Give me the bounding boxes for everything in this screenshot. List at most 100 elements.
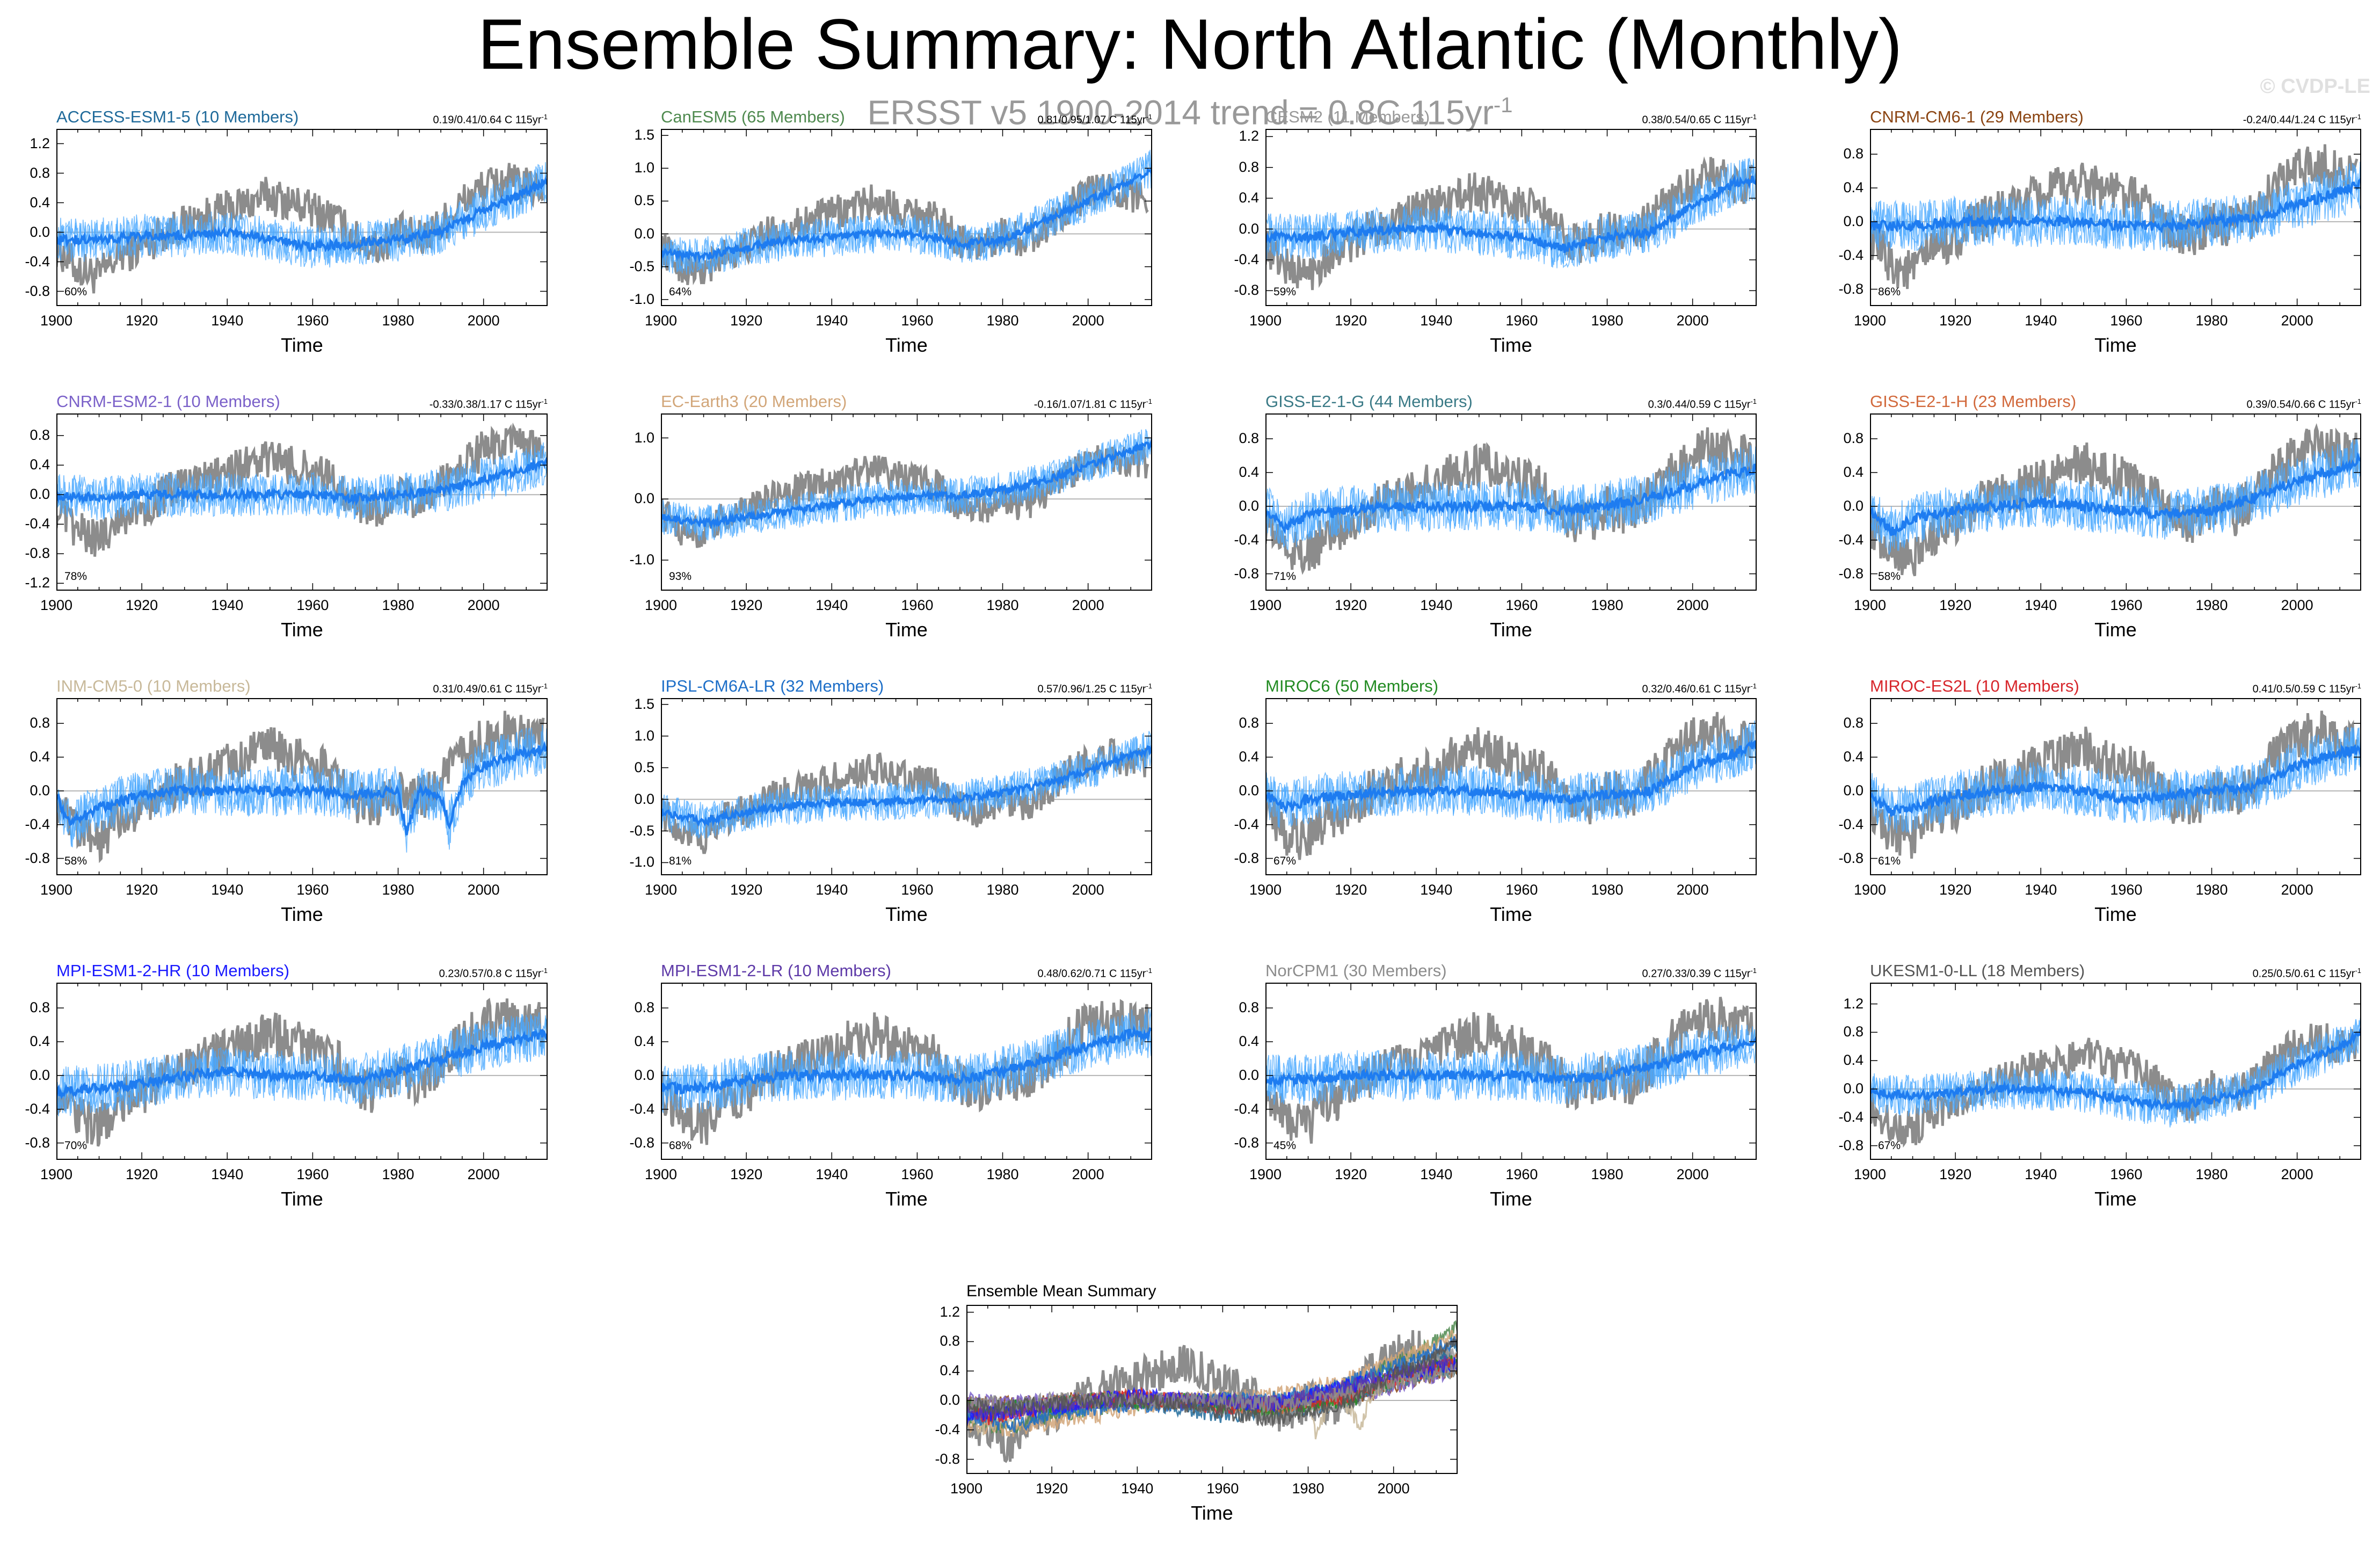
y-tick-label: 0.4 [30,1033,50,1049]
ensemble-mean-series [661,167,1152,264]
trend-stat-text: 0.39/0.54/0.66 C 115yr [2246,398,2355,411]
plot-area [661,698,1152,875]
y-tick-label: 0.4 [940,1362,960,1379]
y-tick-label: -0.8 [1838,280,1864,297]
y-tick-label: 0.4 [1843,464,1864,480]
x-tick-label: 2000 [467,1166,500,1182]
panel-title: UKESM1-0-LL (18 Members) [1870,961,2085,980]
chart-panel [661,129,1152,306]
cvdp-watermark: © CVDP-LE [2260,75,2370,98]
trend-stat-exponent: -1 [541,113,548,121]
x-tick-label: 1980 [1591,597,1624,613]
x-tick-label: 1980 [986,882,1019,898]
x-tick-label: 1940 [1420,597,1453,613]
panel-title: CNRM-ESM2-1 (10 Members) [56,392,280,411]
y-tick-label: -0.8 [25,545,50,562]
trend-stat-exponent: -1 [2355,682,2361,690]
x-tick-label: 1960 [1505,597,1538,613]
chart-panel [56,413,548,591]
x-tick-label: 1960 [901,882,934,898]
chart-panel [1265,413,1757,591]
member-series [56,1014,548,1117]
observed-series [661,738,1149,854]
x-tick-label: 1900 [40,597,73,613]
trend-stat-exponent: -1 [2355,397,2361,405]
plot-area [661,129,1152,306]
y-tick-label: -0.4 [1234,251,1259,267]
y-tick-label: -0.8 [1234,565,1259,582]
plot-area [56,413,548,591]
panel-trend-stat: -0.24/0.44/1.24 C 115yr-1 [2136,113,2361,127]
plot-frame [661,129,1152,306]
x-tick-label: 2000 [2281,1166,2313,1182]
trend-stat-text: 0.3/0.44/0.59 C 115yr [1648,398,1751,411]
x-tick-label: 1920 [1335,1166,1367,1182]
percent-label: 58% [1878,570,1901,583]
x-tick-label: 2000 [1072,1166,1104,1182]
chart-panel [56,983,548,1160]
plot-frame [1870,698,2361,875]
x-axis-title: Time [2094,903,2137,925]
y-tick-label: 0.4 [1239,190,1259,206]
y-tick-label: 0.4 [1239,464,1259,480]
y-tick-label: 1.2 [1843,995,1864,1012]
ensemble-mean-series [661,1025,1152,1095]
x-tick-label: 1940 [2025,597,2057,613]
trend-stat-exponent: -1 [2355,967,2361,975]
trend-stat-text: 0.23/0.57/0.8 C 115yr [439,968,542,980]
plot-area [1265,983,1757,1160]
y-tick-label: -0.8 [1838,1137,1864,1153]
plot-frame [661,698,1152,875]
panel-title: MPI-ESM1-2-LR (10 Members) [661,961,891,980]
panel-trend-stat: 0.48/0.62/0.71 C 115yr-1 [927,967,1152,981]
panel-trend-stat: 0.32/0.46/0.61 C 115yr-1 [1531,682,1757,696]
panel-trend-stat: 0.57/0.96/1.25 C 115yr-1 [927,682,1152,696]
panel-trend-stat: 0.23/0.57/0.8 C 115yr-1 [322,967,548,981]
x-axis-title: Time [2094,619,2137,641]
x-tick-label: 1960 [1505,1166,1538,1182]
plot-frame [1870,413,2361,591]
y-tick-label: 0.8 [30,715,50,731]
x-axis-title: Time [885,619,928,641]
x-tick-label: 1940 [211,597,244,613]
panel-title: CNRM-CM6-1 (29 Members) [1870,107,2084,126]
member-series [1265,158,1757,268]
ensemble-mean-series [56,1028,548,1100]
panel-title: CESM2 (11 Members) [1265,107,1430,126]
plot-area [56,983,548,1160]
y-tick-label: 0.8 [1239,158,1259,175]
y-tick-label: 1.0 [634,159,654,176]
y-tick-label: 0.8 [1843,146,1864,162]
y-tick-label: 0.0 [940,1392,960,1408]
x-tick-label: 1980 [986,313,1019,329]
observed-series [56,163,544,294]
trend-stat-text: 0.38/0.54/0.65 C 115yr [1642,114,1751,126]
trend-stat-exponent: -1 [541,397,548,405]
chart-panel [1870,129,2361,306]
x-axis-title: Time [1191,1502,1233,1524]
y-tick-label: 0.8 [940,1333,960,1349]
x-tick-label: 1900 [644,597,678,613]
x-tick-label: 1960 [2110,1166,2143,1182]
y-tick-label: -0.8 [1234,1134,1259,1151]
ensemble-mean-series [56,740,548,836]
percent-label: 60% [64,286,88,298]
member-series [1870,1012,2361,1125]
y-tick-label: 0.4 [1843,1052,1864,1069]
trend-stat-exponent: -1 [1750,113,1757,121]
y-tick-label: 0.0 [1843,497,1864,514]
y-tick-label: 0.0 [1239,1066,1259,1083]
x-tick-label: 1900 [1853,597,1887,613]
y-tick-label: 0.4 [30,194,50,210]
x-tick-label: 2000 [1072,882,1104,898]
y-tick-label: 0.0 [1843,213,1864,229]
y-tick-label: 0.0 [30,486,50,503]
y-tick-label: 0.8 [634,999,654,1016]
trend-stat-text: 0.27/0.33/0.39 C 115yr [1642,968,1751,980]
y-tick-label: 0.4 [30,749,50,765]
y-tick-label: 1.2 [1239,128,1259,144]
plot-area [1265,698,1757,875]
y-tick-label: -0.8 [1838,849,1864,866]
x-axis-title: Time [281,334,323,356]
trend-stat-exponent: -1 [541,682,548,690]
